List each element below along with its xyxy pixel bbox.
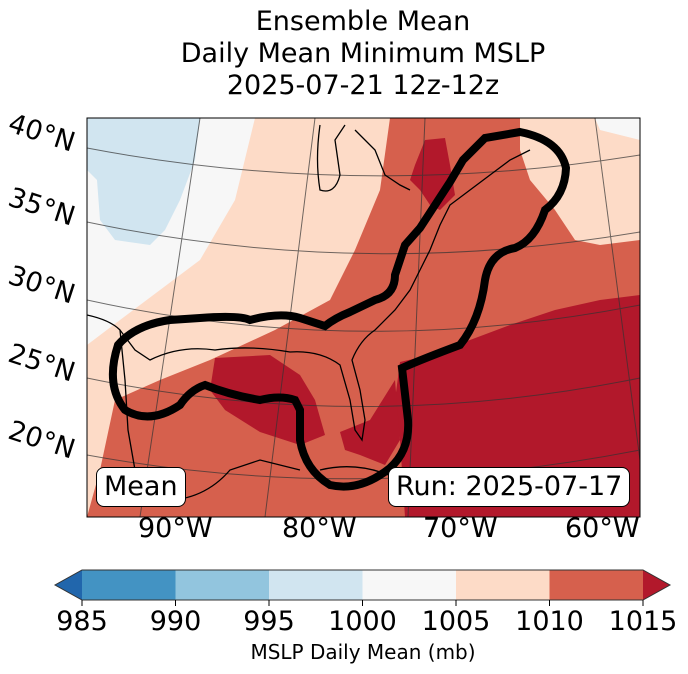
- field-1005-1010-ne: [520, 118, 640, 245]
- title-line-1: Ensemble Mean: [255, 6, 471, 37]
- title-line-2: Daily Mean Minimum MSLP: [180, 38, 546, 69]
- contour-line: [108, 127, 571, 491]
- title-line-3: 2025-07-21 12z-12z: [226, 70, 500, 101]
- field-1000-1005-ne: [595, 118, 640, 140]
- graticule: [87, 118, 640, 517]
- colorbar-tick-label: 1000: [328, 606, 397, 637]
- map-frame: [86, 117, 641, 518]
- colorbar-tick-label: 1005: [421, 606, 491, 637]
- field-gt1015-florida: [340, 380, 400, 465]
- colorbar-extend-max: [643, 570, 670, 600]
- field-995-1000: [87, 118, 200, 245]
- annotation-run-date: Run: 2025-07-17: [388, 467, 631, 507]
- colorbar-extend-min: [55, 570, 82, 600]
- colorbar-bin-985-990: [82, 570, 176, 600]
- colorbar-tick-label: 990: [149, 606, 202, 637]
- colorbar: [53, 569, 672, 606]
- colorbar-tick-label: 995: [243, 606, 295, 637]
- annotation-mean: Mean: [96, 467, 186, 507]
- lon-label-90w: 90°W: [138, 513, 213, 544]
- lon-label-80w: 80°W: [282, 513, 357, 544]
- colorbar-tick-label: 1010: [515, 606, 584, 637]
- colorbar-bin-1005-1010: [456, 570, 550, 600]
- colorbar-bin-1010-1015: [549, 570, 644, 600]
- lon-label-70w: 70°W: [423, 513, 498, 544]
- lon-label-60w: 60°W: [565, 513, 640, 544]
- colorbar-bin-990-995: [175, 570, 270, 600]
- colorbar-tick-label: 1015: [608, 606, 678, 637]
- colorbar-label: MSLP Daily Mean (mb): [250, 640, 476, 664]
- colorbar-bin-1000-1005: [362, 570, 457, 600]
- colorbar-bin-995-1000: [269, 570, 363, 600]
- map-field: [87, 118, 640, 517]
- colorbar-tick-label: 985: [56, 606, 108, 637]
